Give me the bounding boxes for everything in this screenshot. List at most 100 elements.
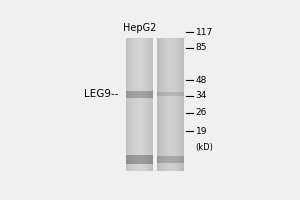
Bar [147, 155, 148, 164]
Bar [157, 92, 158, 96]
Bar [181, 156, 182, 163]
Bar [180, 38, 181, 171]
Bar [128, 91, 129, 98]
Bar [177, 38, 178, 171]
Bar [131, 38, 132, 171]
Bar [179, 92, 180, 96]
Bar [133, 155, 134, 164]
Bar [159, 156, 160, 163]
Bar [138, 38, 139, 171]
Bar [136, 155, 137, 164]
Bar [146, 155, 147, 164]
Bar [161, 38, 162, 171]
Bar [141, 38, 142, 171]
Bar [160, 38, 161, 171]
Bar [152, 38, 153, 171]
Bar [144, 155, 145, 164]
Bar [172, 92, 173, 96]
Bar [164, 92, 165, 96]
Bar [129, 91, 130, 98]
Bar [140, 38, 141, 171]
Bar [157, 38, 158, 171]
Bar [183, 92, 184, 96]
Bar [145, 38, 146, 171]
Bar [144, 38, 145, 171]
Bar [160, 156, 161, 163]
Bar [129, 155, 130, 164]
Bar [171, 38, 172, 171]
Text: 48: 48 [196, 76, 207, 85]
Bar [127, 155, 128, 164]
Bar [135, 38, 136, 171]
Bar [173, 38, 174, 171]
Bar [180, 92, 181, 96]
Bar [174, 92, 175, 96]
Bar [140, 155, 141, 164]
Bar [150, 38, 151, 171]
Bar [159, 38, 160, 171]
Bar [147, 91, 148, 98]
Bar [175, 156, 176, 163]
Bar [171, 92, 172, 96]
Bar [172, 38, 173, 171]
Bar [177, 92, 178, 96]
Bar [145, 155, 146, 164]
Bar [176, 38, 177, 171]
Text: LEG9--: LEG9-- [84, 89, 119, 99]
Bar [135, 155, 136, 164]
Bar [158, 92, 159, 96]
Bar [161, 92, 162, 96]
Bar [167, 92, 168, 96]
Bar [127, 91, 128, 98]
Bar [176, 156, 177, 163]
Bar [137, 38, 138, 171]
Bar [165, 38, 166, 171]
Bar [139, 155, 140, 164]
Bar [139, 91, 140, 98]
Bar [181, 38, 182, 171]
Bar [152, 155, 153, 164]
Bar [173, 156, 174, 163]
Bar [169, 156, 170, 163]
Bar [132, 155, 133, 164]
Bar [182, 156, 183, 163]
Bar [161, 156, 162, 163]
Bar [150, 155, 151, 164]
Bar [152, 91, 153, 98]
Bar [142, 38, 143, 171]
Bar [165, 156, 166, 163]
Bar [136, 155, 137, 164]
Bar [165, 92, 166, 96]
Bar [139, 38, 140, 171]
Bar [166, 38, 167, 171]
Bar [158, 156, 159, 163]
Bar [167, 156, 168, 163]
Bar [149, 91, 150, 98]
Bar [136, 38, 137, 171]
Bar [131, 91, 132, 98]
Text: (kD): (kD) [196, 143, 214, 152]
Bar [169, 92, 170, 96]
Bar [172, 156, 173, 163]
Bar [160, 38, 161, 171]
Bar [130, 38, 131, 171]
Bar [163, 156, 164, 163]
Bar [150, 91, 151, 98]
Text: 34: 34 [196, 91, 207, 100]
Bar [162, 92, 163, 96]
Bar [178, 38, 179, 171]
Bar [169, 92, 170, 96]
Bar [180, 156, 181, 163]
Bar [158, 38, 159, 171]
Bar [132, 38, 133, 171]
Bar [141, 155, 142, 164]
Bar [141, 91, 142, 98]
Bar [160, 92, 161, 96]
Bar [147, 38, 148, 171]
Bar [162, 156, 163, 163]
Bar [162, 38, 163, 171]
Bar [144, 91, 145, 98]
Bar [149, 38, 150, 171]
Bar [160, 92, 161, 96]
Bar [178, 92, 179, 96]
